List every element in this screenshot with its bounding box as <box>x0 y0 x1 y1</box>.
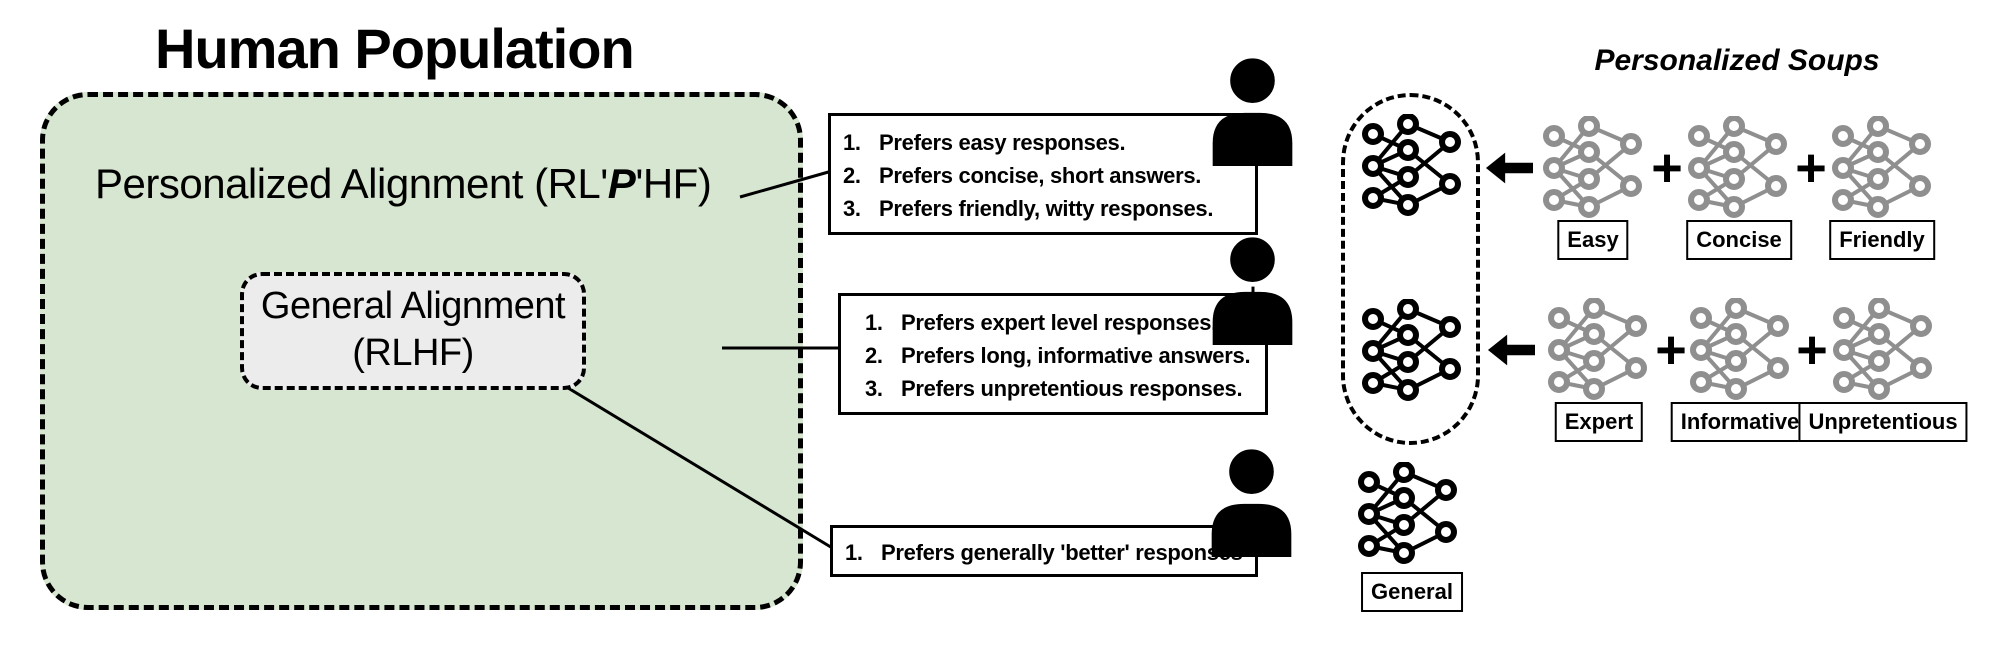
neural-network-icon-unpretentious <box>1833 298 1933 402</box>
person-icon-user1 <box>1205 56 1300 166</box>
preference-text: Prefers long, informative answers. <box>901 343 1251 368</box>
preference-item: 2. Prefers concise, short answers. <box>843 159 1255 192</box>
preference-item: 1. Prefers expert level responses. <box>865 306 1265 339</box>
user2-preference-box: 1. Prefers expert level responses. 2. Pr… <box>838 293 1268 415</box>
neural-network-icon-easy <box>1543 116 1643 220</box>
neural-network-icon-general <box>1358 462 1458 566</box>
preference-text: Prefers expert level responses. <box>901 310 1217 335</box>
preference-text: Prefers easy responses. <box>879 130 1126 155</box>
plus-icon: + <box>1651 138 1683 198</box>
neural-network-icon-informative <box>1690 298 1790 402</box>
neural-network-icon-personalized-soup-2 <box>1362 299 1462 403</box>
preference-number: 1. <box>865 310 883 335</box>
personalized-alignment-label: Personalized Alignment (RL'P'HF) <box>95 160 712 208</box>
preference-number: 2. <box>843 163 861 188</box>
neural-network-icon-personalized-soup-1 <box>1362 114 1462 218</box>
person-icon-user3 <box>1204 447 1299 557</box>
general-alignment-line1: General Alignment <box>260 285 566 327</box>
personalized-alignment-suffix: 'HF) <box>635 160 712 207</box>
preference-number: 3. <box>843 196 861 221</box>
preference-number: 2. <box>865 343 883 368</box>
model-label-expert: Expert <box>1554 402 1644 442</box>
plus-icon: + <box>1795 138 1827 198</box>
model-label-general: General <box>1361 572 1463 612</box>
plus-icon: + <box>1655 320 1687 380</box>
neural-network-icon-friendly <box>1832 116 1932 220</box>
preference-number: 3. <box>865 376 883 401</box>
preference-number: 1. <box>843 130 861 155</box>
left-arrow-icon-row2 <box>1487 332 1535 368</box>
user3-preference-box: 1. Prefers generally 'better' responses <box>830 525 1258 577</box>
preference-text: Prefers unpretentious responses. <box>901 376 1243 401</box>
personalized-alignment-emphasis: P <box>607 160 636 207</box>
general-alignment-line2: (RLHF) <box>352 332 474 374</box>
preference-item: 3. Prefers friendly, witty responses. <box>843 192 1255 225</box>
model-label-informative: Informative <box>1670 402 1810 442</box>
personalized-alignment-prefix: Personalized Alignment (RL' <box>95 160 608 207</box>
personalized-soups-title: Personalized Soups <box>1594 44 1880 77</box>
model-label-easy: Easy <box>1557 220 1629 260</box>
preference-item: 2. Prefers long, informative answers. <box>865 339 1265 372</box>
plus-icon: + <box>1796 320 1828 380</box>
model-label-friendly: Friendly <box>1829 220 1935 260</box>
user1-preference-box: 1. Prefers easy responses. 2. Prefers co… <box>828 113 1258 235</box>
neural-network-icon-expert <box>1548 298 1648 402</box>
model-label-unpretentious: Unpretentious <box>1798 402 1968 442</box>
general-alignment-box: General Alignment (RLHF) <box>240 272 586 390</box>
preference-item: 1. Prefers generally 'better' responses <box>845 536 1255 569</box>
personalized-models-group <box>1341 93 1480 445</box>
model-label-concise: Concise <box>1686 220 1792 260</box>
neural-network-icon-concise <box>1688 116 1788 220</box>
preference-number: 1. <box>845 540 863 565</box>
preference-text: Prefers generally 'better' responses <box>881 540 1243 565</box>
preference-text: Prefers concise, short answers. <box>879 163 1202 188</box>
preference-item: 1. Prefers easy responses. <box>843 126 1255 159</box>
human-population-title: Human Population <box>155 17 635 80</box>
preference-text: Prefers friendly, witty responses. <box>879 196 1214 221</box>
left-arrow-icon-row1 <box>1485 150 1533 186</box>
person-icon-user2 <box>1205 235 1300 345</box>
preference-item: 3. Prefers unpretentious responses. <box>865 372 1265 405</box>
